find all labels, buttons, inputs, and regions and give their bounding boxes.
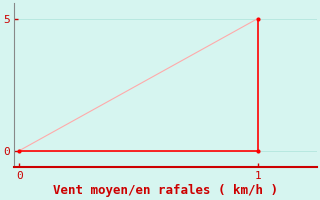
- X-axis label: Vent moyen/en rafales ( km/h ): Vent moyen/en rafales ( km/h ): [53, 184, 278, 197]
